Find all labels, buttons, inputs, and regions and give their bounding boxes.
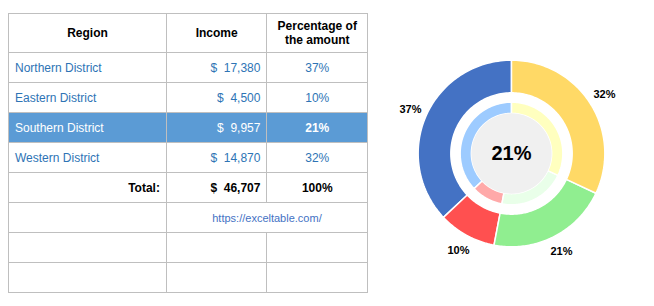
html-text:Northern District: Northern District — [15, 60, 102, 75]
html-text:100%: 100% — [301, 180, 333, 195]
html-text:https://exceltable.com/: https://exceltable.com/ — [212, 211, 322, 224]
html-text:$ 46,707: $ 46,707 — [210, 180, 261, 195]
html-text:10%: 10% — [305, 90, 330, 105]
html-text:$ 17,380: $ 17,380 — [210, 60, 261, 75]
svg-text:21%: 21% — [491, 142, 531, 164]
svg-text:37%: 37% — [399, 103, 421, 115]
html-text:Income: Income — [195, 26, 238, 40]
html-text:Southern District: Southern District — [15, 120, 104, 135]
html-text:$ 14,870: $ 14,870 — [210, 150, 261, 165]
svg-text:21%: 21% — [550, 245, 572, 257]
html-text:$ 4,500: $ 4,500 — [217, 90, 261, 105]
svg-text:32%: 32% — [593, 88, 615, 100]
html-text:Western District: Western District — [15, 150, 100, 165]
html-text:Total:: Total: — [128, 180, 160, 195]
svg-text:10%: 10% — [447, 244, 469, 256]
html-text:21%: 21% — [305, 120, 330, 135]
html-text:32%: 32% — [305, 150, 330, 165]
html-text:Percentage of the amount: Percentage of the amount — [277, 19, 357, 47]
html-text:Region: Region — [67, 26, 108, 40]
html-text:Eastern District: Eastern District — [15, 90, 97, 105]
html-text:$ 9,957: $ 9,957 — [217, 120, 261, 135]
html-text:37%: 37% — [305, 60, 330, 75]
